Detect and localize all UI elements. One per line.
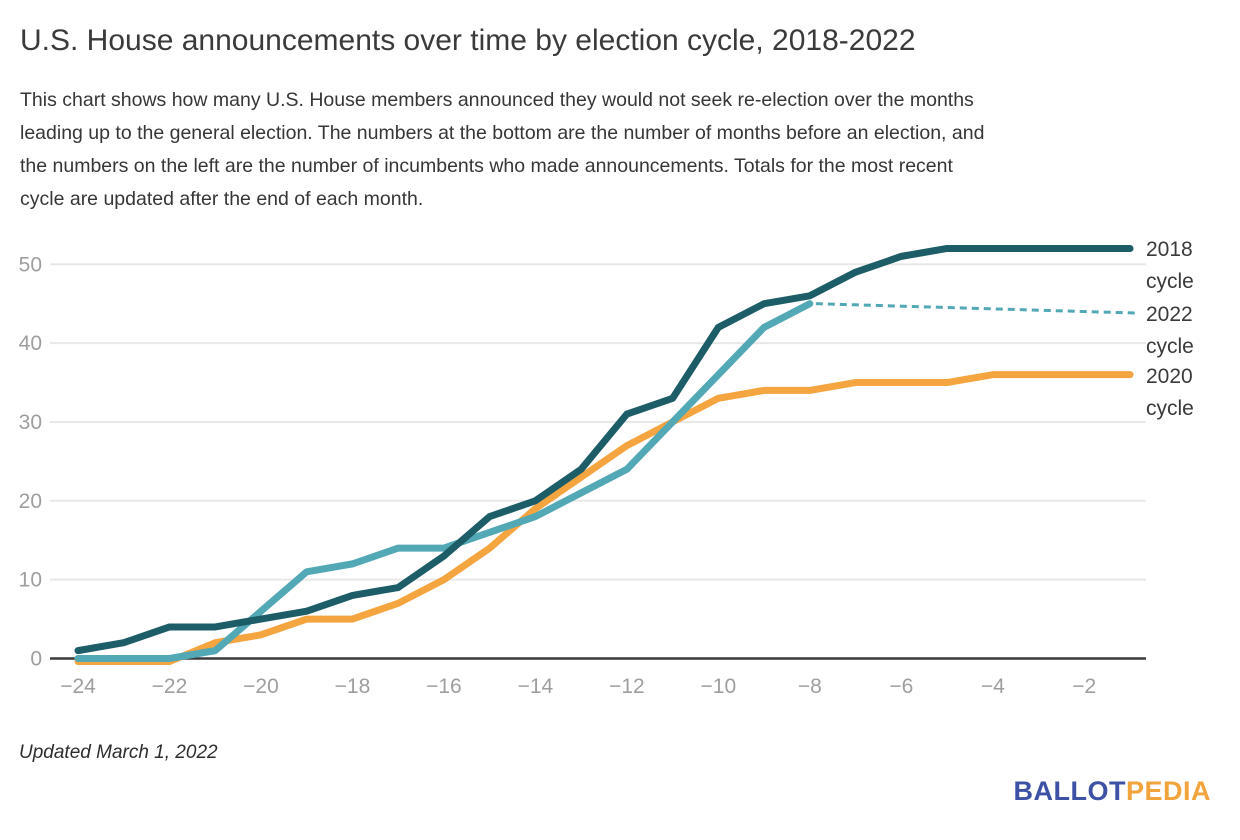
- page-title: U.S. House announcements over time by el…: [20, 24, 916, 57]
- x-tick-label: −22: [152, 675, 188, 698]
- y-tick-label: 0: [30, 648, 42, 671]
- x-tick-label: −24: [60, 675, 96, 698]
- x-tick-label: −2: [1072, 675, 1096, 698]
- x-tick-label: −10: [701, 675, 737, 698]
- x-tick-label: −12: [609, 675, 645, 698]
- description-line: cycle are updated after the end of each …: [20, 188, 424, 210]
- legend-label-2022-cycle: 2022 cycle: [1146, 299, 1238, 363]
- x-tick-label: −20: [243, 675, 279, 698]
- legend-label-2020-cycle: 2020 cycle: [1146, 361, 1238, 425]
- y-tick-label: 10: [19, 569, 42, 592]
- series-line-2022-cycle: [74, 300, 814, 662]
- description-line: the numbers on the left are the number o…: [20, 155, 953, 177]
- y-tick-label: 30: [19, 411, 42, 434]
- legend-label-line: 2018: [1146, 238, 1193, 262]
- description-line: This chart shows how many U.S. House mem…: [20, 89, 974, 111]
- x-tick-label: −4: [981, 675, 1005, 698]
- legend-label-line: cycle: [1146, 396, 1194, 420]
- x-tick-label: −8: [798, 675, 822, 698]
- projection-line-2022-cycle: [815, 302, 1140, 315]
- x-tick-label: −14: [518, 675, 554, 698]
- x-tick-label: −16: [426, 675, 462, 698]
- y-tick-label: 40: [19, 332, 42, 355]
- chart-description: This chart shows how many U.S. House mem…: [20, 84, 1230, 216]
- y-tick-label: 50: [19, 253, 42, 276]
- legend-label-line: 2020: [1146, 364, 1193, 388]
- legend-label-line: cycle: [1146, 270, 1194, 294]
- x-tick-label: −6: [889, 675, 913, 698]
- description-line: leading up to the general election. The …: [20, 122, 985, 144]
- legend-label-line: cycle: [1146, 335, 1194, 359]
- updated-timestamp: Updated March 1, 2022: [19, 742, 218, 763]
- ballotpedia-logo: BALLOTPEDIA: [1013, 776, 1211, 807]
- legend-label-2018-cycle: 2018 cycle: [1146, 234, 1238, 298]
- legend-label-line: 2022: [1146, 303, 1193, 327]
- logo-pedia-text: PEDIA: [1125, 776, 1211, 806]
- x-tick-label: −18: [335, 675, 371, 698]
- series-line-2018-cycle: [74, 244, 1134, 655]
- y-tick-label: 20: [19, 490, 42, 513]
- series-line-2020-cycle: [74, 371, 1134, 665]
- logo-ballot-text: BALLOT: [1013, 776, 1126, 806]
